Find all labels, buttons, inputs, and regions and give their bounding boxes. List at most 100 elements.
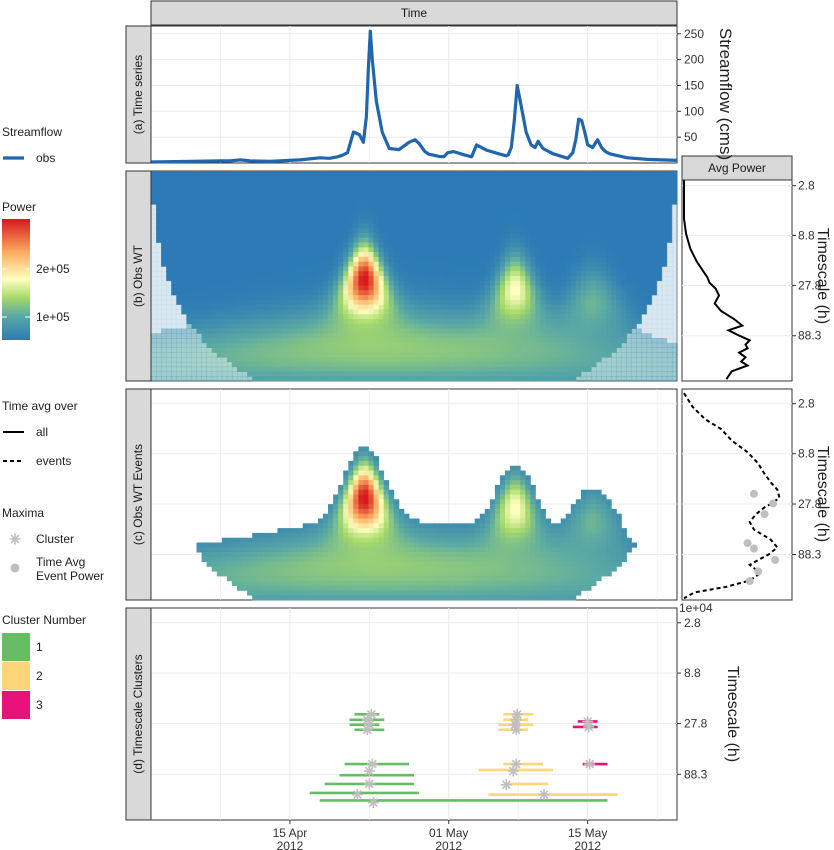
event-power-cell xyxy=(216,547,223,553)
power-cell xyxy=(277,218,283,224)
power-cell xyxy=(156,204,162,210)
power-cell xyxy=(216,376,223,382)
power-cell xyxy=(489,319,496,325)
power-cell xyxy=(191,304,197,310)
power-cell xyxy=(454,352,460,358)
power-cell xyxy=(606,180,612,186)
power-cell xyxy=(540,233,546,239)
power-cell xyxy=(348,323,354,329)
power-cell xyxy=(575,256,582,263)
power-cell xyxy=(464,366,471,372)
power-cell xyxy=(277,175,283,181)
power-cell xyxy=(237,295,243,301)
power-cell xyxy=(368,290,374,296)
power-cell xyxy=(419,194,425,201)
power-cell xyxy=(378,247,385,253)
power-cell xyxy=(373,185,379,191)
power-cell xyxy=(231,194,238,201)
power-cell xyxy=(156,199,162,205)
power-cell xyxy=(601,314,607,320)
power-cell xyxy=(323,261,329,267)
power-cell xyxy=(520,171,526,177)
power-cell xyxy=(317,233,324,239)
power-cell xyxy=(323,247,329,253)
power-cell xyxy=(444,180,450,186)
power-cell xyxy=(454,180,460,186)
power-cell xyxy=(479,371,486,377)
power-cell xyxy=(449,271,455,277)
power-cell xyxy=(226,228,233,234)
power-cell xyxy=(601,194,607,201)
power-cell xyxy=(368,256,374,263)
power-cell xyxy=(363,199,369,205)
power-cell xyxy=(343,228,349,234)
power-cell xyxy=(434,314,440,320)
power-cell xyxy=(267,314,273,320)
power-cell xyxy=(176,180,182,186)
power-cell xyxy=(226,233,233,239)
power-cell xyxy=(591,190,597,196)
power-cell xyxy=(596,319,602,325)
power-cell xyxy=(373,242,379,248)
power-cell xyxy=(317,299,324,306)
power-cell xyxy=(338,276,344,282)
power-cell xyxy=(484,261,491,267)
power-cell xyxy=(596,209,602,215)
power-cell xyxy=(454,285,460,291)
power-cell xyxy=(292,185,299,191)
power-cell xyxy=(424,214,430,220)
power-cell xyxy=(545,237,551,243)
power-cell xyxy=(393,214,400,220)
power-cell xyxy=(611,304,617,310)
power-cell xyxy=(353,333,359,339)
power-cell xyxy=(307,366,314,372)
power-cell xyxy=(408,333,415,339)
power-cell xyxy=(338,214,344,220)
power-cell xyxy=(287,242,294,248)
power-cell xyxy=(651,299,658,306)
power-cell xyxy=(191,352,197,358)
power-cell xyxy=(545,214,551,220)
power-cell xyxy=(621,376,627,382)
power-cell xyxy=(358,209,364,215)
power-cell xyxy=(494,218,501,224)
power-cell xyxy=(196,185,202,191)
power-cell xyxy=(398,309,405,315)
power-cell xyxy=(393,242,400,248)
power-cell xyxy=(388,271,395,277)
power-cell xyxy=(383,242,390,248)
event-power-cell xyxy=(201,552,208,558)
power-cell xyxy=(671,366,678,372)
power-cell xyxy=(353,276,359,282)
power-cell xyxy=(646,175,653,181)
power-cell xyxy=(636,194,642,201)
power-cell xyxy=(641,371,648,377)
power-cell xyxy=(398,223,405,229)
power-cell xyxy=(302,233,309,239)
power-cell xyxy=(439,247,445,253)
event-power-cell xyxy=(247,566,253,572)
event-power-cell xyxy=(282,537,288,543)
power-cell xyxy=(540,285,546,291)
power-cell xyxy=(221,214,228,220)
power-cell xyxy=(515,280,521,286)
power-cell xyxy=(530,223,536,229)
power-cell xyxy=(211,214,218,220)
power-cell xyxy=(343,309,349,315)
power-cell xyxy=(596,214,602,220)
power-cell xyxy=(353,199,359,205)
power-cell xyxy=(363,280,369,286)
power-cell xyxy=(151,357,157,363)
power-cell xyxy=(353,247,359,253)
power-cell xyxy=(454,199,460,205)
power-cell xyxy=(641,276,648,282)
power-cell xyxy=(505,314,511,320)
power-cell xyxy=(419,209,425,215)
power-cell xyxy=(348,328,354,334)
power-cell xyxy=(459,237,465,243)
power-cell xyxy=(272,285,278,291)
power-cell xyxy=(621,180,627,186)
power-cell xyxy=(231,252,238,258)
power-cell xyxy=(429,171,435,177)
power-cell xyxy=(601,280,607,286)
